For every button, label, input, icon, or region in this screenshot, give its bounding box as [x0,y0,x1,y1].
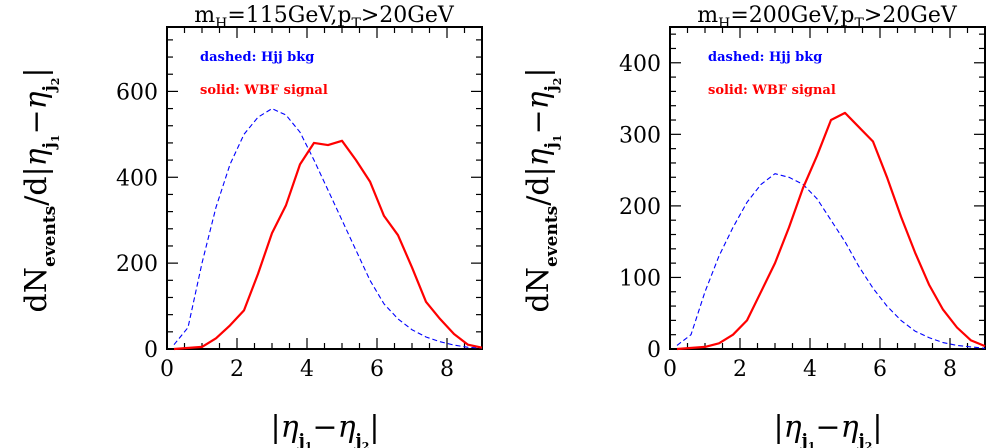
curves [676,111,986,351]
plot-frame [166,26,483,350]
bkg-dashed-curve [676,173,986,349]
bkg-dashed-curve [173,108,483,349]
legend-dashed: dashed: Hjj bkg [200,50,314,65]
x-tick-label: 6 [370,357,384,382]
tick-labels: 0 2 4 6 8 0 200 400 600 [116,80,454,382]
legend-solid: solid: WBF signal [708,83,836,98]
signal-solid-curve [676,111,986,351]
signal-solid-curve [173,139,483,351]
x-tick-label: 6 [873,357,887,382]
y-axis-label: dNevents/d|ηj1−ηj2| [19,67,62,312]
y-tick-label: 100 [619,266,661,291]
x-axis-label: |ηj1−ηj2| [774,410,883,448]
y-tick-label: 200 [619,195,661,220]
y-tick-label: 0 [647,338,661,363]
left-panel: 0 2 4 6 8 0 200 400 600 mH=115GeV,pT>20GeV dashe… [19,3,483,448]
x-tick-label: 0 [663,357,677,382]
curves [173,108,483,351]
x-tick-label: 4 [803,357,817,382]
tick-marks [166,27,483,350]
plot-title: mH=115GeV,pT>20GeV [194,3,455,32]
plot-title: mH=200GeV,pT>20GeV [697,3,958,32]
tick-marks [669,27,986,350]
y-tick-label: 400 [619,52,661,77]
legend-solid: solid: WBF signal [200,83,328,98]
y-tick-label: 600 [116,80,158,105]
y-tick-label: 400 [116,166,158,191]
x-tick-label: 4 [300,357,314,382]
x-tick-label: 2 [733,357,747,382]
x-tick-label: 8 [943,357,957,382]
legend-dashed: dashed: Hjj bkg [708,50,822,65]
x-tick-label: 0 [160,357,174,382]
tick-labels: 0 2 4 6 8 0 100 200 300 400 [619,52,957,382]
y-tick-label: 0 [144,338,158,363]
y-tick-label: 200 [116,252,158,277]
right-panel: 0 2 4 6 8 0 100 200 300 400 mH=200GeV,pT>20GeV da… [521,3,986,448]
x-tick-label: 2 [230,357,244,382]
x-axis-label: |ηj1−ηj2| [271,410,380,448]
x-tick-label: 8 [440,357,454,382]
y-axis-label: dNevents/d|ηj1−ηj2| [521,67,564,312]
y-tick-label: 300 [619,123,661,148]
